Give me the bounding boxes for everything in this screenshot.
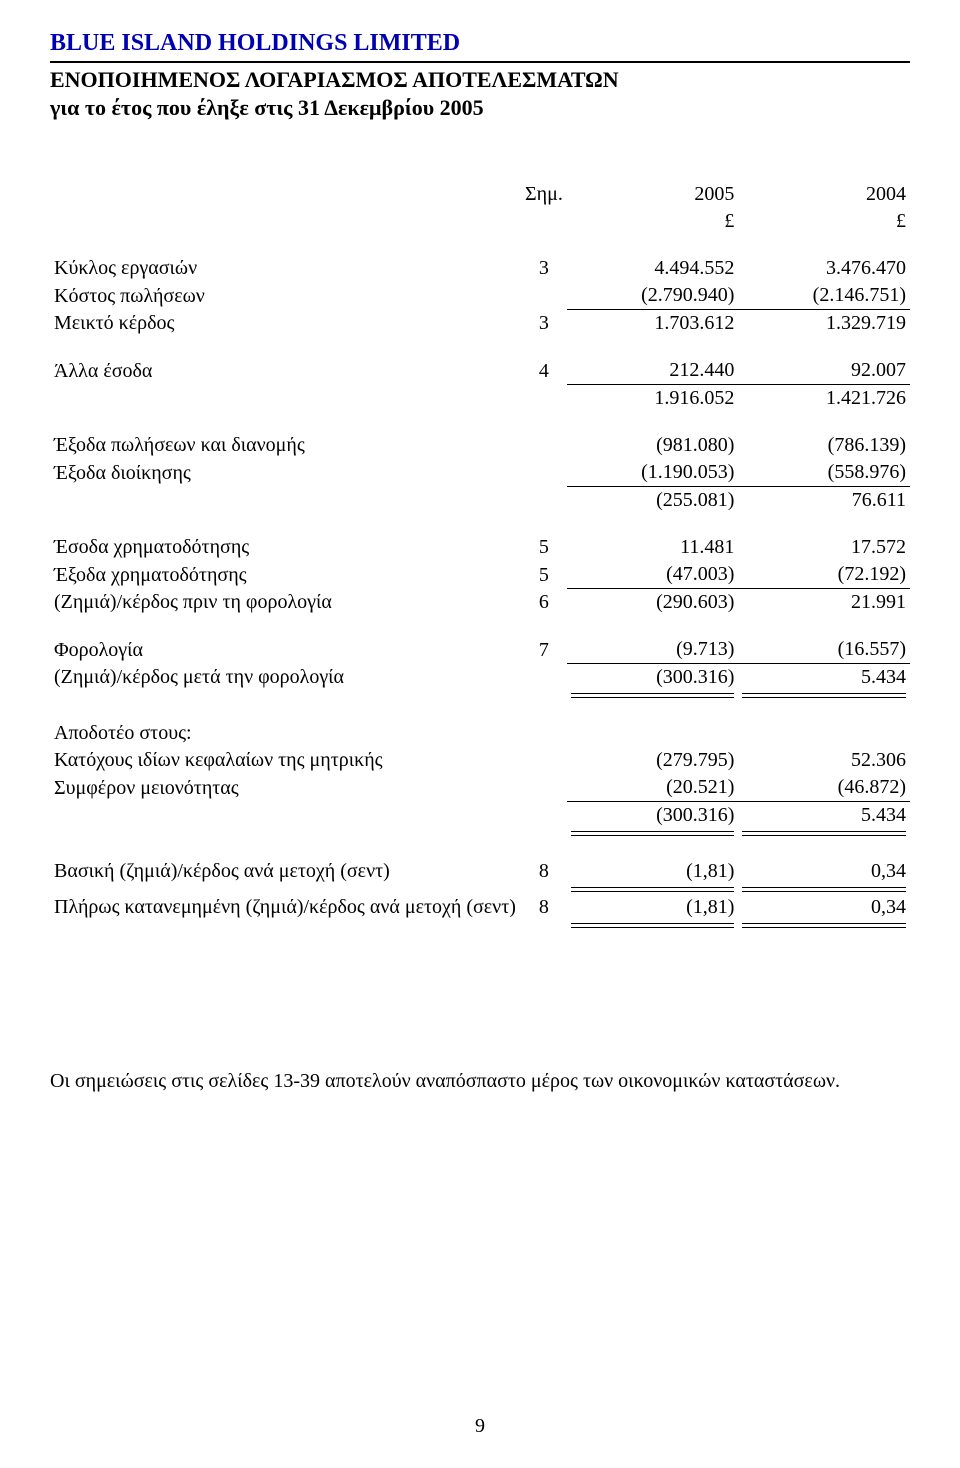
row-revenue: Κύκλος εργασιών 3 4.494.552 3.476.470 xyxy=(50,255,910,282)
col-header-note: Σημ. xyxy=(521,181,567,208)
label-revenue: Κύκλος εργασιών xyxy=(50,255,521,282)
y1-cogs: (2.790.940) xyxy=(567,282,739,310)
y2-eps-basic: 0,34 xyxy=(738,858,910,885)
y1-selling: (981.080) xyxy=(567,432,739,459)
label-eps-diluted: Πλήρως κατανεμημένη (ζημιά)/κέρδος ανά μ… xyxy=(50,894,521,921)
y1-revenue: 4.494.552 xyxy=(567,255,739,282)
y2-cogs: (2.146.751) xyxy=(738,282,910,310)
income-statement-table: Σημ. 2005 2004 £ £ Κύκλος εργασιών 3 4.4… xyxy=(50,181,910,930)
y1-subtotal1: 1.916.052 xyxy=(567,385,739,413)
y1-minority: (20.521) xyxy=(567,774,739,802)
note-other-income: 4 xyxy=(521,357,567,385)
company-name: BLUE ISLAND HOLDINGS LIMITED xyxy=(50,30,910,57)
y2-eps-diluted: 0,34 xyxy=(738,894,910,921)
y2-attrib-total: 5.434 xyxy=(738,802,910,830)
y2-subtotal1: 1.421.726 xyxy=(738,385,910,413)
row-fin-income: Έσοδα χρηματοδότησης 5 11.481 17.572 xyxy=(50,534,910,561)
y1-tax: (9.713) xyxy=(567,636,739,664)
row-gross: Μεικτό κέρδος 3 1.703.612 1.329.719 xyxy=(50,310,910,338)
col-header-cur2: £ xyxy=(738,208,910,235)
y1-admin: (1.190.053) xyxy=(567,459,739,487)
report-period: για το έτος που έληξε στις 31 Δεκεμβρίου… xyxy=(50,95,910,121)
y2-admin: (558.976) xyxy=(738,459,910,487)
row-attrib-header: Αποδοτέο στους: xyxy=(50,720,910,747)
divider-top xyxy=(50,61,910,63)
y2-pat: 5.434 xyxy=(738,664,910,692)
y2-fin-income: 17.572 xyxy=(738,534,910,561)
label-cogs: Κόστος πωλήσεων xyxy=(50,282,521,310)
y2-gross: 1.329.719 xyxy=(738,310,910,338)
label-other-income: Άλλα έσοδα xyxy=(50,357,521,385)
y1-fin-income: 11.481 xyxy=(567,534,739,561)
note-gross: 3 xyxy=(521,310,567,338)
row-eps-diluted: Πλήρως κατανεμημένη (ζημιά)/κέρδος ανά μ… xyxy=(50,894,910,921)
y2-other-income: 92.007 xyxy=(738,357,910,385)
col-header-y2: 2004 xyxy=(738,181,910,208)
footnote: Οι σημειώσεις στις σελίδες 13-39 αποτελο… xyxy=(50,1070,910,1093)
row-eps-basic: Βασική (ζημιά)/κέρδος ανά μετοχή (σεντ) … xyxy=(50,858,910,885)
y1-subtotal2: (255.081) xyxy=(567,487,739,515)
y2-revenue: 3.476.470 xyxy=(738,255,910,282)
report-title: ΕΝΟΠΟΙΗΜΕΝΟΣ ΛΟΓΑΡΙΑΣΜΟΣ ΑΠΟΤΕΛΕΣΜΑΤΩΝ xyxy=(50,67,910,93)
row-pat: (Ζημιά)/κέρδος μετά την φορολογία (300.3… xyxy=(50,664,910,692)
label-equity-holders: Κατόχους ιδίων κεφαλαίων της μητρικής xyxy=(50,747,521,774)
y2-fin-expense: (72.192) xyxy=(738,561,910,589)
y2-minority: (46.872) xyxy=(738,774,910,802)
y1-pat: (300.316) xyxy=(567,664,739,692)
y2-pbt: 21.991 xyxy=(738,589,910,617)
row-selling: Έξοδα πωλήσεων και διανομής (981.080) (7… xyxy=(50,432,910,459)
note-fin-income: 5 xyxy=(521,534,567,561)
y1-attrib-total: (300.316) xyxy=(567,802,739,830)
label-minority: Συμφέρον μειονότητας xyxy=(50,774,521,802)
row-fin-expense: Έξοδα χρηματοδότησης 5 (47.003) (72.192) xyxy=(50,561,910,589)
header-row-years: Σημ. 2005 2004 xyxy=(50,181,910,208)
y1-gross: 1.703.612 xyxy=(567,310,739,338)
note-pbt: 6 xyxy=(521,589,567,617)
label-fin-expense: Έξοδα χρηματοδότησης xyxy=(50,561,521,589)
y1-eps-basic: (1,81) xyxy=(567,858,739,885)
y2-tax: (16.557) xyxy=(738,636,910,664)
row-subtotal1: 1.916.052 1.421.726 xyxy=(50,385,910,413)
note-revenue: 3 xyxy=(521,255,567,282)
note-fin-expense: 5 xyxy=(521,561,567,589)
row-cogs: Κόστος πωλήσεων (2.790.940) (2.146.751) xyxy=(50,282,910,310)
row-pbt: (Ζημιά)/κέρδος πριν τη φορολογία 6 (290.… xyxy=(50,589,910,617)
label-tax: Φορολογία xyxy=(50,636,521,664)
y1-eps-diluted: (1,81) xyxy=(567,894,739,921)
y1-other-income: 212.440 xyxy=(567,357,739,385)
page-number: 9 xyxy=(0,1415,960,1438)
label-selling: Έξοδα πωλήσεων και διανομής xyxy=(50,432,521,459)
col-header-y1: 2005 xyxy=(567,181,739,208)
y2-subtotal2: 76.611 xyxy=(738,487,910,515)
row-equity-holders: Κατόχους ιδίων κεφαλαίων της μητρικής (2… xyxy=(50,747,910,774)
y1-fin-expense: (47.003) xyxy=(567,561,739,589)
label-attrib-header: Αποδοτέο στους: xyxy=(50,720,521,747)
row-tax: Φορολογία 7 (9.713) (16.557) xyxy=(50,636,910,664)
note-eps-basic: 8 xyxy=(521,858,567,885)
label-fin-income: Έσοδα χρηματοδότησης xyxy=(50,534,521,561)
y1-equity-holders: (279.795) xyxy=(567,747,739,774)
col-header-cur1: £ xyxy=(567,208,739,235)
row-minority: Συμφέρον μειονότητας (20.521) (46.872) xyxy=(50,774,910,802)
y2-selling: (786.139) xyxy=(738,432,910,459)
row-attrib-total: (300.316) 5.434 xyxy=(50,802,910,830)
label-eps-basic: Βασική (ζημιά)/κέρδος ανά μετοχή (σεντ) xyxy=(50,858,521,885)
label-gross: Μεικτό κέρδος xyxy=(50,310,521,338)
label-admin: Έξοδα διοίκησης xyxy=(50,459,521,487)
note-tax: 7 xyxy=(521,636,567,664)
row-other-income: Άλλα έσοδα 4 212.440 92.007 xyxy=(50,357,910,385)
y1-pbt: (290.603) xyxy=(567,589,739,617)
header-row-currency: £ £ xyxy=(50,208,910,235)
row-subtotal2: (255.081) 76.611 xyxy=(50,487,910,515)
label-pat: (Ζημιά)/κέρδος μετά την φορολογία xyxy=(50,664,521,692)
y2-equity-holders: 52.306 xyxy=(738,747,910,774)
row-admin: Έξοδα διοίκησης (1.190.053) (558.976) xyxy=(50,459,910,487)
note-eps-diluted: 8 xyxy=(521,894,567,921)
label-pbt: (Ζημιά)/κέρδος πριν τη φορολογία xyxy=(50,589,521,617)
